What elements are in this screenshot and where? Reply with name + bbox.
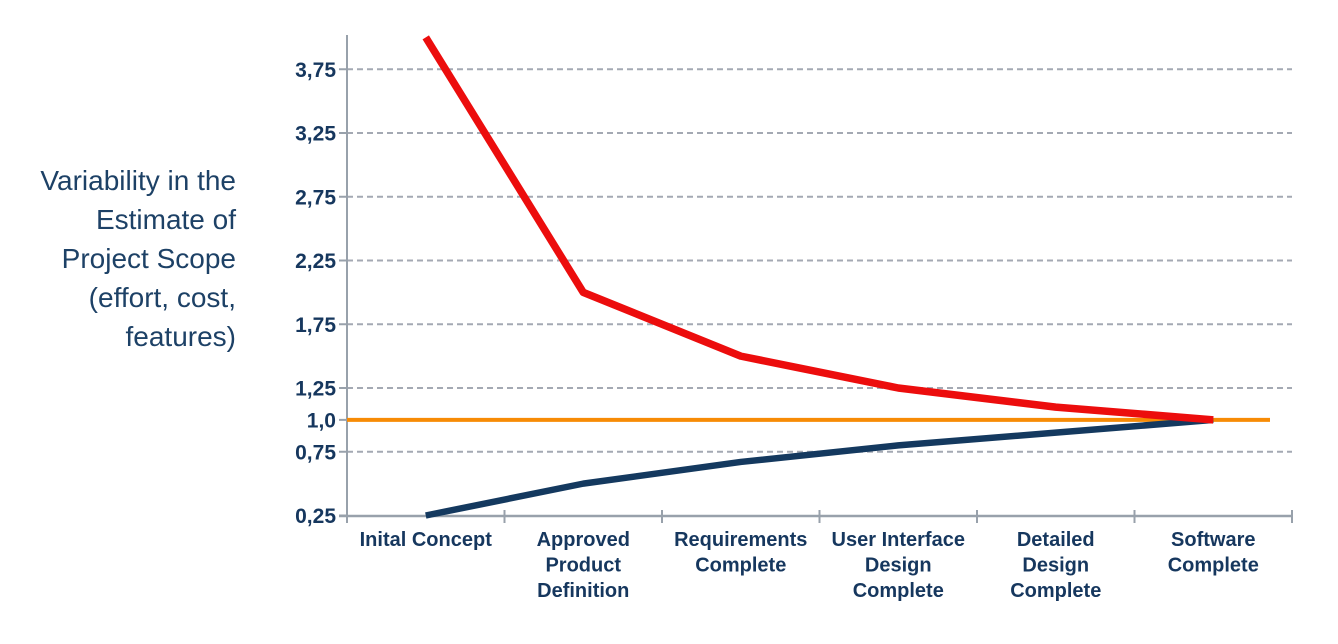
y-tick-label: 2,25 bbox=[295, 250, 336, 273]
y-tick-label: 1,75 bbox=[295, 314, 336, 337]
x-category-label: Requirements Complete bbox=[674, 529, 807, 577]
x-category-label: Detailed Design Complete bbox=[1010, 529, 1101, 602]
x-category-label: Approved Product Definition bbox=[537, 529, 630, 602]
y-tick-label: 1,0 bbox=[307, 409, 336, 432]
series-line-upper-estimate-bound bbox=[422, 35, 1214, 424]
y-tick-label: 3,75 bbox=[295, 59, 336, 82]
x-category-label: Software Complete bbox=[1168, 529, 1259, 577]
series-line-lower-estimate-bound bbox=[425, 416, 1214, 519]
y-tick-label: 0,25 bbox=[295, 505, 336, 528]
y-tick-label: 3,25 bbox=[295, 123, 336, 146]
x-category-label: User Interface Design Complete bbox=[832, 529, 965, 602]
x-category-label: Inital Concept bbox=[360, 529, 493, 551]
y-tick-label: 0,75 bbox=[295, 441, 336, 464]
y-tick-label: 1,25 bbox=[295, 378, 336, 401]
y-axis-multiline-label: Variability in the Estimate of Project S… bbox=[40, 165, 236, 352]
y-tick-label: 2,75 bbox=[295, 186, 336, 209]
